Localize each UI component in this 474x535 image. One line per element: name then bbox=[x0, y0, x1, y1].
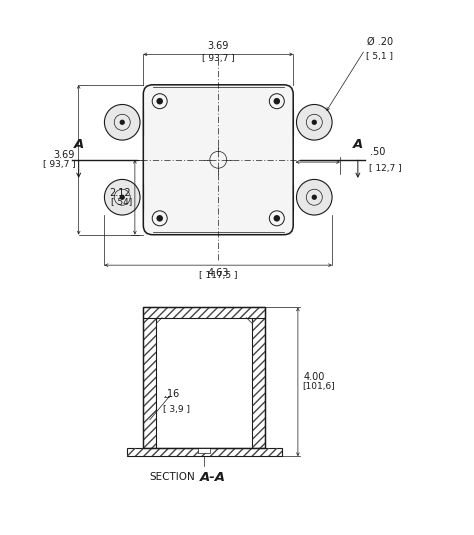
Circle shape bbox=[119, 120, 125, 125]
Text: 2.12: 2.12 bbox=[109, 188, 131, 197]
Circle shape bbox=[297, 104, 332, 140]
Bar bbox=[143, 307, 265, 318]
Bar bbox=[143, 307, 265, 448]
Text: [ 117,5 ]: [ 117,5 ] bbox=[199, 271, 237, 280]
Text: 3.69: 3.69 bbox=[208, 41, 229, 51]
Circle shape bbox=[273, 98, 280, 104]
Text: A: A bbox=[73, 139, 84, 151]
Bar bbox=[143, 448, 265, 454]
Bar bbox=[143, 307, 156, 448]
Text: .50: .50 bbox=[370, 148, 385, 157]
Circle shape bbox=[104, 179, 140, 215]
Circle shape bbox=[156, 98, 163, 104]
Text: [ 3,9 ]: [ 3,9 ] bbox=[164, 405, 191, 414]
Circle shape bbox=[311, 120, 317, 125]
Text: 4.00: 4.00 bbox=[303, 372, 325, 382]
Text: [ 54]: [ 54] bbox=[111, 197, 132, 207]
Text: A-A: A-A bbox=[200, 471, 226, 484]
Text: [101,6]: [101,6] bbox=[302, 382, 335, 391]
Circle shape bbox=[119, 195, 125, 200]
Text: [ 12,7 ]: [ 12,7 ] bbox=[369, 164, 401, 172]
Bar bbox=[127, 448, 282, 456]
Circle shape bbox=[156, 215, 163, 221]
Bar bbox=[127, 448, 282, 456]
Circle shape bbox=[273, 215, 280, 221]
Text: SECTION: SECTION bbox=[149, 472, 195, 483]
Text: 4.63: 4.63 bbox=[208, 268, 229, 278]
Bar bbox=[143, 448, 265, 454]
Text: 3.69: 3.69 bbox=[54, 150, 75, 160]
Bar bbox=[156, 318, 252, 448]
Text: [ 93,7 ]: [ 93,7 ] bbox=[202, 55, 235, 63]
Text: A: A bbox=[353, 139, 363, 151]
Text: [ 93,7 ]: [ 93,7 ] bbox=[43, 160, 76, 169]
Circle shape bbox=[104, 104, 140, 140]
Circle shape bbox=[311, 195, 317, 200]
Bar bbox=[198, 448, 210, 453]
Text: Ø .20: Ø .20 bbox=[367, 37, 393, 47]
Circle shape bbox=[297, 179, 332, 215]
Bar bbox=[143, 307, 265, 318]
Text: .16: .16 bbox=[164, 389, 180, 399]
Bar bbox=[143, 307, 156, 448]
Bar bbox=[252, 307, 265, 448]
Bar bbox=[143, 85, 293, 235]
Text: [ 5,1 ]: [ 5,1 ] bbox=[366, 51, 393, 60]
Bar bbox=[252, 307, 265, 448]
